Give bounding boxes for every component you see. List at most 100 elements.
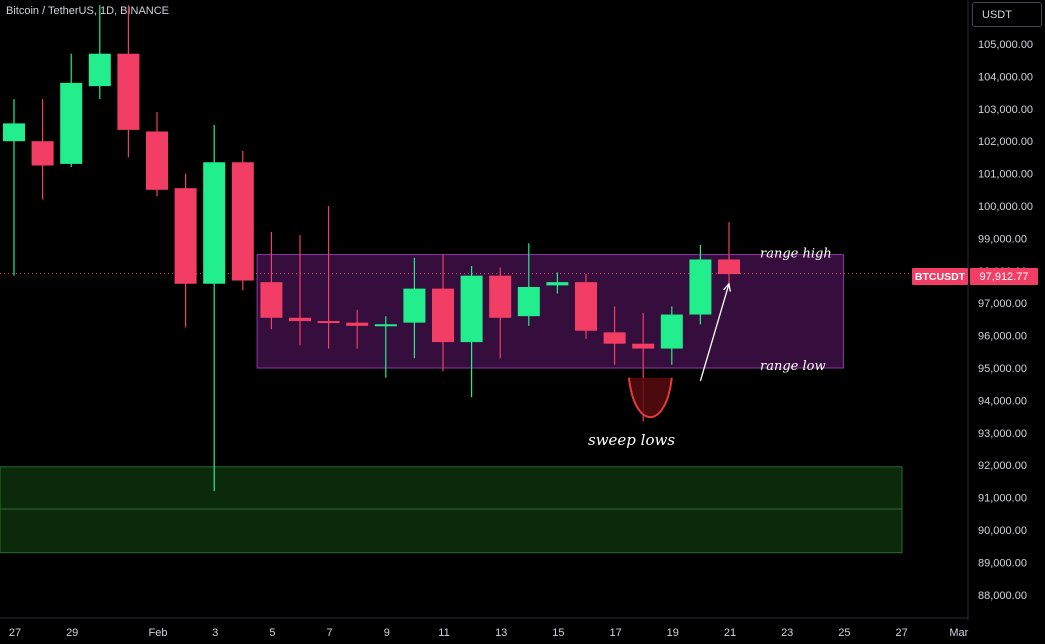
- trend-arrow-head: [723, 282, 731, 292]
- range-high-label: range high: [760, 247, 832, 262]
- candle[interactable]: [346, 309, 369, 349]
- candle-body: [203, 162, 226, 284]
- candle[interactable]: [146, 112, 168, 197]
- price-axis[interactable]: 105,000.00 104,000.00 103,000.00 102,000.00…: [978, 39, 1033, 602]
- currency-button[interactable]: USDT: [972, 2, 1042, 27]
- price-axis-tick: 103,000.00: [978, 104, 1033, 116]
- candle[interactable]: [489, 267, 512, 359]
- candle[interactable]: [317, 206, 340, 349]
- range-box: [256, 254, 844, 369]
- candle[interactable]: [660, 306, 683, 365]
- candle-body: [460, 275, 483, 343]
- price-axis-tick: 91,000.00: [978, 493, 1027, 505]
- candle[interactable]: [289, 235, 311, 346]
- candle-body: [3, 123, 25, 142]
- candle-body: [689, 259, 712, 315]
- candle-body: [31, 141, 54, 166]
- candle[interactable]: [432, 254, 454, 372]
- candle-body: [575, 282, 597, 331]
- candle[interactable]: [575, 274, 597, 339]
- price-axis-tick: 92,000.00: [978, 460, 1027, 472]
- price-axis-tick: 94,000.00: [978, 395, 1027, 407]
- candle[interactable]: [117, 5, 140, 158]
- drawings-layer: range high range low sweep lows: [588, 247, 832, 449]
- candle-body: [374, 324, 397, 327]
- time-axis-tick: 15: [552, 627, 564, 639]
- candle[interactable]: [88, 5, 111, 100]
- candle-body: [60, 82, 83, 164]
- time-axis-tick: 17: [609, 627, 621, 639]
- candle-body: [88, 53, 111, 87]
- trend-arrow: [699, 283, 730, 382]
- price-axis-tick: 97,000.00: [978, 298, 1027, 310]
- time-axis-tick: 11: [438, 627, 449, 639]
- candle[interactable]: [31, 99, 54, 200]
- candle[interactable]: [546, 272, 569, 294]
- candle[interactable]: [260, 231, 283, 330]
- range-low-label: range low: [760, 359, 826, 374]
- candle-body: [346, 322, 369, 326]
- support-zone: [0, 466, 903, 554]
- time-axis-tick: Feb: [149, 627, 168, 639]
- candle[interactable]: [403, 257, 426, 359]
- candle-body: [660, 314, 683, 349]
- price-axis-tick: 93,000.00: [978, 428, 1027, 440]
- time-axis-tick: 25: [838, 627, 850, 639]
- candle-body: [517, 287, 540, 317]
- sweep-lows-label: sweep lows: [588, 431, 675, 449]
- zones-layer: [0, 254, 903, 554]
- time-axis[interactable]: 27 29 Feb 3 5 7 9 11 13 15 17 19 21 23 25 27 Mar: [9, 627, 969, 639]
- price-tag-bg: [970, 268, 1038, 285]
- time-axis-tick: 27: [9, 627, 21, 639]
- current-price-tag: BTCUSDT 97,912.77: [912, 268, 1038, 285]
- time-axis-tick: 19: [667, 627, 679, 639]
- candle-body: [174, 188, 197, 284]
- candle-body: [403, 288, 426, 323]
- candle-body: [432, 288, 454, 343]
- time-axis-tick: 5: [269, 627, 275, 639]
- candles-layer: [3, 5, 740, 492]
- candle[interactable]: [718, 222, 740, 284]
- candle[interactable]: [460, 265, 483, 398]
- candle[interactable]: [603, 306, 626, 365]
- candle[interactable]: [60, 53, 83, 168]
- candle[interactable]: [174, 173, 197, 328]
- price-axis-tick: 102,000.00: [978, 136, 1033, 148]
- price-axis-tick: 105,000.00: [978, 39, 1033, 51]
- candle[interactable]: [689, 244, 712, 325]
- sweep-curve: [627, 377, 673, 419]
- price-axis-tick: 89,000.00: [978, 557, 1027, 569]
- sweep-curve-fill: [628, 377, 672, 418]
- time-axis-tick: 7: [327, 627, 333, 639]
- candle-body: [117, 53, 140, 130]
- symbol-tag-label: BTCUSDT: [915, 271, 966, 283]
- price-axis-tick: 96,000.00: [978, 331, 1027, 343]
- price-axis-tick: 99,000.00: [978, 233, 1027, 245]
- symbol-tag-bg: [912, 268, 968, 285]
- time-axis-tick: Mar: [949, 627, 968, 639]
- candle[interactable]: [374, 316, 397, 378]
- time-axis-tick: 13: [495, 627, 507, 639]
- price-axis-tick: 90,000.00: [978, 525, 1027, 537]
- candle-body: [718, 259, 740, 275]
- time-axis-tick: 27: [895, 627, 907, 639]
- candle-body: [546, 282, 569, 286]
- candle[interactable]: [3, 99, 25, 276]
- time-axis-tick: 21: [724, 627, 736, 639]
- candle-body: [632, 343, 655, 349]
- candle[interactable]: [517, 243, 540, 326]
- candle-body: [231, 162, 254, 281]
- time-axis-tick: 9: [384, 627, 390, 639]
- candle-body: [260, 282, 283, 318]
- candle-body: [146, 131, 168, 190]
- price-axis-tick: 100,000.00: [978, 201, 1033, 213]
- price-tag-value: 97,912.77: [980, 271, 1029, 283]
- candle[interactable]: [203, 125, 226, 492]
- candle[interactable]: [231, 150, 254, 291]
- price-axis-tick: 95,000.00: [978, 363, 1027, 375]
- time-axis-tick: 3: [212, 627, 218, 639]
- candle-body: [489, 275, 512, 318]
- price-axis-tick: 104,000.00: [978, 71, 1033, 83]
- time-axis-tick: 29: [66, 627, 78, 639]
